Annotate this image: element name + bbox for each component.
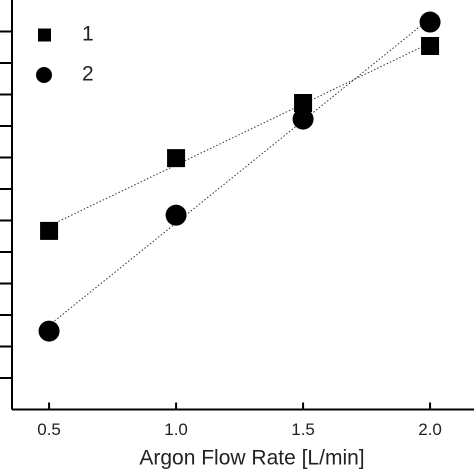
x-tick-label: 0.5	[37, 420, 61, 439]
legend-label: 2	[82, 63, 94, 86]
x-tick-label: 2.0	[418, 420, 442, 439]
data-point	[292, 108, 314, 130]
legend-marker	[36, 67, 52, 83]
data-point	[40, 221, 59, 240]
data-point	[165, 204, 187, 226]
data-point	[38, 320, 60, 342]
trend-line	[48, 42, 431, 227]
x-tick-label: 1.0	[164, 420, 188, 439]
x-axis-label: Argon Flow Rate [L/min]	[139, 447, 364, 470]
data-point	[419, 11, 441, 33]
data-point	[167, 149, 186, 168]
x-tick-label: 1.5	[291, 420, 315, 439]
legend-label: 1	[82, 23, 94, 46]
legend-marker	[38, 28, 51, 42]
data-point	[421, 36, 440, 55]
data-point	[294, 94, 313, 113]
trend-line	[48, 17, 431, 326]
